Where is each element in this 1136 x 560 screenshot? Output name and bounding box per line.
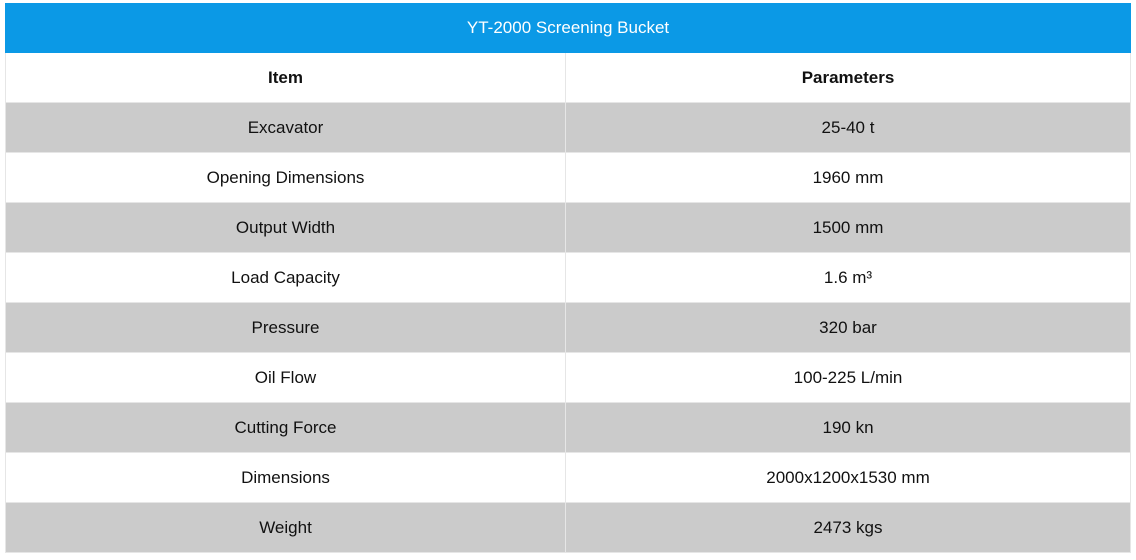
title-row: YT-2000 Screening Bucket bbox=[4, 3, 1132, 53]
value-cell: 2473 kgs bbox=[564, 502, 1132, 553]
item-cell: Oil Flow bbox=[5, 352, 566, 403]
item-cell: Opening Dimensions bbox=[5, 152, 566, 203]
value-cell: 320 bar bbox=[564, 302, 1132, 353]
table-row: Output Width 1500 mm bbox=[5, 202, 1132, 253]
table-row: Cutting Force 190 kn bbox=[5, 402, 1132, 453]
value-cell: 190 kn bbox=[564, 402, 1132, 453]
value-cell: 100-225 L/min bbox=[564, 352, 1132, 403]
value-cell: 1960 mm bbox=[564, 152, 1132, 203]
table-row: Excavator 25-40 t bbox=[5, 102, 1132, 153]
table-row: Opening Dimensions 1960 mm bbox=[5, 152, 1132, 203]
table-title: YT-2000 Screening Bucket bbox=[4, 3, 1132, 53]
table-row: Weight 2473 kgs bbox=[5, 502, 1132, 553]
value-cell: 25-40 t bbox=[564, 102, 1132, 153]
column-header-parameters: Parameters bbox=[564, 52, 1132, 103]
item-cell: Pressure bbox=[5, 302, 566, 353]
item-cell: Dimensions bbox=[5, 452, 566, 503]
value-cell: 2000x1200x1530 mm bbox=[564, 452, 1132, 503]
table-row: Pressure 320 bar bbox=[5, 302, 1132, 353]
value-cell: 1.6 m³ bbox=[564, 252, 1132, 303]
column-header-item: Item bbox=[5, 52, 566, 103]
item-cell: Weight bbox=[5, 502, 566, 553]
item-cell: Output Width bbox=[5, 202, 566, 253]
header-row: Item Parameters bbox=[5, 52, 1132, 103]
spec-table: YT-2000 Screening Bucket Item Parameters… bbox=[4, 3, 1132, 553]
item-cell: Excavator bbox=[5, 102, 566, 153]
table-row: Oil Flow 100-225 L/min bbox=[5, 352, 1132, 403]
item-cell: Load Capacity bbox=[5, 252, 566, 303]
table-row: Load Capacity 1.6 m³ bbox=[5, 252, 1132, 303]
item-cell: Cutting Force bbox=[5, 402, 566, 453]
value-cell: 1500 mm bbox=[564, 202, 1132, 253]
table-row: Dimensions 2000x1200x1530 mm bbox=[5, 452, 1132, 503]
